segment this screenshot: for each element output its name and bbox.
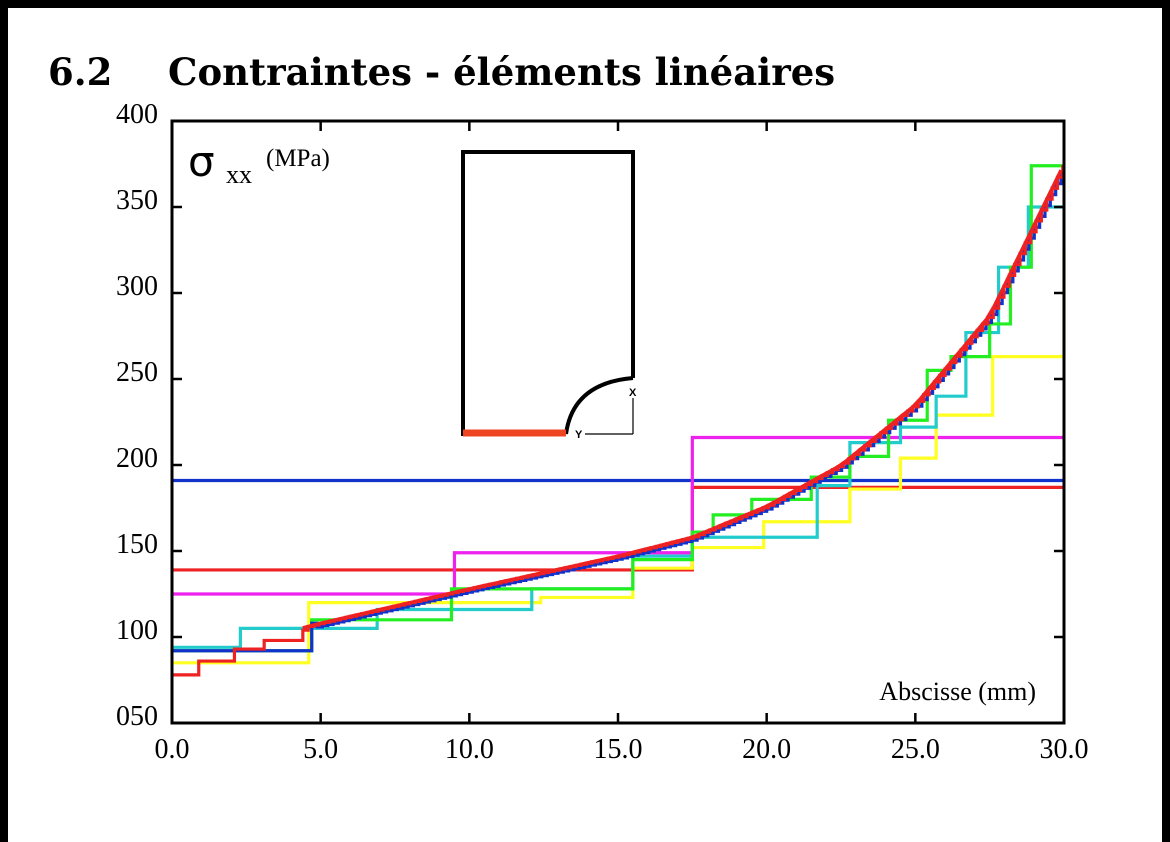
y-axis-symbol: σ (188, 137, 215, 186)
x-tick-label: 25.0 (891, 734, 940, 765)
inset-axis-x-label: X (629, 387, 637, 399)
y-tick-label: 250 (116, 357, 158, 388)
section-number: 6.2 (48, 50, 113, 94)
x-axis-label: Abscisse (mm) (879, 677, 1036, 706)
inset-axis-y-label: Y (575, 429, 583, 441)
plot-frame (170, 119, 1066, 725)
series-5-line (172, 205, 1064, 649)
series-7-line (172, 171, 1064, 653)
x-tick-label: 5.0 (303, 734, 338, 765)
x-tick-label: 30.0 (1040, 734, 1089, 765)
series-3-line (172, 435, 1064, 596)
section-title: Contraintes - éléments linéaires (168, 50, 836, 94)
x-tick-label: 15.0 (594, 734, 643, 765)
y-tick-label: 400 (116, 99, 158, 130)
y-tick-label: 050 (116, 701, 158, 732)
series-6-line (172, 164, 1064, 653)
x-tick-label: 20.0 (742, 734, 791, 765)
axis-ticks (170, 119, 1066, 725)
y-axis-subscript: xx (226, 160, 252, 189)
axis-tick-labels: 0.0 5.0 10.0 15.0 20.0 25.0 30.0 050 100 150 200 25… (116, 99, 1089, 765)
y-tick-label: 100 (116, 615, 158, 646)
series-4-line (172, 250, 1066, 665)
geometry-inset: X Y (461, 150, 637, 441)
x-tick-label: 10.0 (445, 734, 494, 765)
y-axis-unit: (MPa) (266, 145, 330, 172)
y-tick-label: 150 (116, 529, 158, 560)
exact-curve-line (302, 169, 1063, 630)
y-tick-label: 300 (116, 271, 158, 302)
y-tick-label: 350 (116, 185, 158, 216)
y-tick-label: 200 (116, 443, 158, 474)
inset-plate-outline (461, 150, 635, 436)
x-tick-label: 0.0 (155, 734, 190, 765)
section-heading: 6.2 Contraintes - éléments linéaires (48, 50, 835, 94)
inset-hole-arc (564, 376, 634, 435)
series-layer (172, 164, 1066, 677)
